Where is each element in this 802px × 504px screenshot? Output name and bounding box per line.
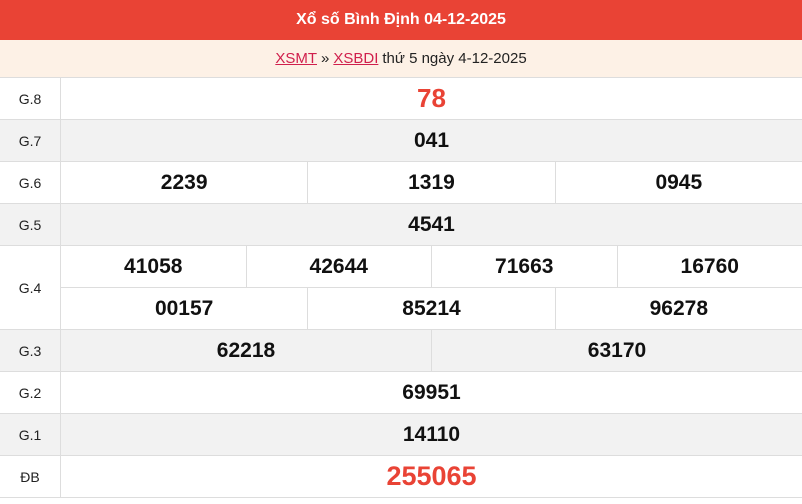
prize-label: G.1 [0, 414, 61, 455]
breadcrumb-separator: » [321, 50, 330, 67]
page-title: Xổ số Bình Định 04-12-2025 [0, 0, 802, 40]
breadcrumb: XSMT » XSBDI thứ 5 ngày 4-12-2025 [0, 40, 802, 78]
prize-label: G.5 [0, 204, 61, 245]
xsmt-link[interactable]: XSMT [275, 50, 317, 67]
prize-number: 041 [413, 128, 450, 152]
prize-number: 1319 [307, 162, 554, 203]
prize-label: G.6 [0, 162, 61, 203]
prize-label: G.7 [0, 120, 61, 161]
prize-row-g1: G.1 14110 [0, 414, 802, 456]
prize-number: 63170 [431, 330, 802, 371]
prize-row-g3: G.3 62218 63170 [0, 330, 802, 372]
prize-number: 41058 [124, 254, 183, 278]
prize-number: 14110 [402, 422, 461, 446]
prize-row-g7: G.7 041 [0, 120, 802, 162]
prize-number: 71663 [431, 246, 617, 287]
prize-row-g2: G.2 69951 [0, 372, 802, 414]
prize-label: ĐB [0, 456, 61, 497]
prize-number: 96278 [554, 288, 802, 329]
prize-number: 78 [417, 83, 446, 113]
prize-label: G.2 [0, 372, 61, 413]
prize-row-g8: G.8 78 [0, 78, 802, 120]
prize-row-đb: ĐB 255065 [0, 456, 802, 498]
prize-number: 16760 [616, 246, 802, 287]
prize-label: G.8 [0, 78, 61, 119]
prize-label: G.4 [0, 246, 61, 329]
prize-row-g4: G.4 41058 42644 71663 16760 00157 85214 96278 [0, 246, 802, 330]
prize-row-g5: G.5 4541 [0, 204, 802, 246]
prize-number: 85214 [307, 288, 554, 329]
prize-number: 255065 [386, 461, 477, 491]
xsbdi-link[interactable]: XSBDI [333, 50, 379, 67]
prize-number: 2239 [160, 170, 208, 194]
prize-number: 69951 [402, 380, 461, 404]
prize-number: 00157 [154, 296, 214, 320]
prize-number: 42644 [245, 246, 432, 287]
draw-date-text: thứ 5 ngày 4-12-2025 [382, 50, 527, 67]
prize-row-g6: G.6 2239 1319 0945 [0, 162, 802, 204]
prize-number: 4541 [408, 212, 455, 236]
prize-number: 0945 [554, 162, 802, 203]
prize-number: 62218 [216, 338, 276, 362]
prize-label: G.3 [0, 330, 61, 371]
results-table: G.8 78 G.7 041 G.6 2239 1319 0945 G.5 4541 G.4 4105… [0, 78, 802, 498]
